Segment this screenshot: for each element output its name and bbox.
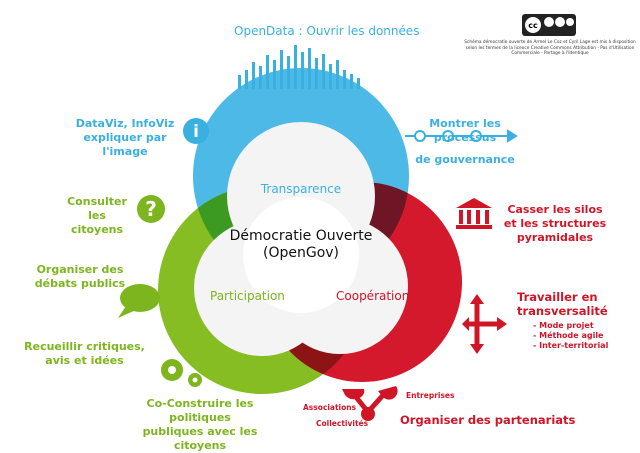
speech-bubble-icon [118,284,160,318]
transv-line1: Travailler en [517,290,598,304]
center-line2: (OpenGov) [262,245,339,261]
organiser-line1: Organiser des [36,263,124,276]
label-transparence: Transparence [260,182,342,196]
label-opendata: OpenData : Ouvrir les données [234,24,420,38]
label-consulter: Consulter les citoyens [62,195,132,237]
license-text: Schéma démocratie ouverte de Armel Le Co… [464,40,636,56]
gears-icon [161,359,202,387]
dataviz-line2: expliquer par l'image [83,131,167,158]
dataviz-line1: DataViz, InfoViz [75,117,175,130]
list-item: - Méthode agile [533,331,604,340]
processus-line2: de gouvernance [415,153,515,166]
consulter-line1: Consulter [67,195,127,208]
silos-line2: et les structures [503,217,607,230]
label-associations: Associations [303,403,357,412]
label-participation: Participation [210,289,285,303]
list-item: - Inter-territorial [533,341,609,350]
transv-line2: transversalité [517,304,608,318]
label-partenariats: Organiser des partenariats [400,413,576,427]
label-entreprises: Entreprises [406,391,455,400]
label-dataviz: DataViz, InfoViz expliquer par l'image [70,117,180,159]
question-icon: ? [137,195,165,223]
label-organiser: Organiser des débats publics [30,263,130,291]
cc-license-badge: cc [522,14,576,36]
label-transversalite: Travailler en transversalité [517,290,608,318]
bar-chart-icon [238,45,360,89]
label-recueillir: Recueillir critiques, avis et idées [22,340,147,368]
organiser-line2: débats publics [34,277,126,290]
svg-text:i: i [193,122,199,142]
label-cooperation: Coopération [336,289,410,303]
coconstruire-line1: Co-Construire les politiques [146,397,254,424]
processus-line1: Montrer les processus [429,117,501,144]
center-line1: Démocratie Ouverte [229,228,373,244]
label-coconstruire: Co-Construire les politiques publiques av… [120,397,280,453]
label-silos: Casser les silos et les structures pyramid… [500,203,610,245]
network-icon [342,386,398,421]
info-icon: i [183,118,209,144]
silos-line3: pyramidales [516,231,594,244]
coconstruire-line2: publiques avec les citoyens [142,425,258,452]
transversalite-list: - Mode projet - Méthode agile - Inter-terr… [533,321,608,351]
center-circle [243,197,359,313]
recueillir-line2: avis et idées [45,354,124,367]
label-collectivites: Collectivités [316,419,369,428]
center-title: Démocratie Ouverte (OpenGov) [201,228,401,262]
cross-arrows-icon [462,294,507,354]
svg-text:cc: cc [528,21,538,30]
svg-text:?: ? [145,197,157,221]
consulter-line2: les citoyens [70,209,124,236]
recueillir-line1: Recueillir critiques, [24,340,145,353]
label-processus: Montrer les processus de gouvernance [400,117,530,167]
process-arrow-icon [405,129,518,143]
silos-line1: Casser les silos [507,203,603,216]
institution-icon [456,198,492,229]
list-item: - Mode projet [533,321,594,330]
